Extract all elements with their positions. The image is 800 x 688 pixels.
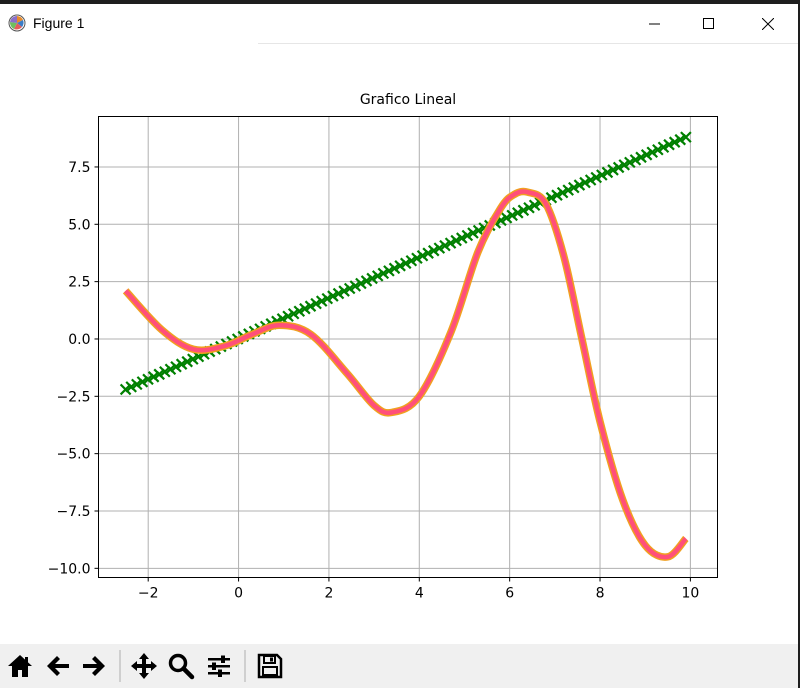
toolbar-separator xyxy=(119,650,121,682)
configure-subplots-button[interactable] xyxy=(205,649,233,683)
x-tick-label: 10 xyxy=(681,586,699,602)
x-tick-label: 6 xyxy=(505,586,514,602)
y-tick-label: −5.0 xyxy=(57,447,91,463)
window-title: Figure 1 xyxy=(33,15,85,31)
axis-ticks: −2 0 2 4 6 8 10 7.5 5.0 2.5 0.0 −2.5 −5.0 −7.5 −10.0 xyxy=(48,160,700,602)
forward-arrow-icon xyxy=(83,656,105,676)
y-tick-label: 7.5 xyxy=(68,160,90,176)
axes-frame xyxy=(98,116,718,578)
series-1-point xyxy=(680,131,692,143)
configure-subplots-icon xyxy=(208,655,230,677)
x-tick-label: 8 xyxy=(596,586,605,602)
line-chart[interactable]: Grafico Lineal −2 0 2 4 6 8 10 7.5 5.0 2.5 0.0 −2.5… xyxy=(0,44,798,644)
pan-button[interactable] xyxy=(130,649,158,683)
pan-icon xyxy=(131,653,157,679)
maximize-button[interactable] xyxy=(686,4,732,44)
save-button[interactable] xyxy=(256,649,284,683)
navigation-toolbar xyxy=(0,644,798,688)
toolbar-separator xyxy=(244,650,246,682)
close-button[interactable] xyxy=(745,4,791,44)
x-tick-label: 4 xyxy=(415,586,424,602)
minimize-button[interactable] xyxy=(632,4,678,44)
title-separator xyxy=(258,43,798,44)
matplotlib-logo-icon xyxy=(8,14,26,32)
chart-title: Grafico Lineal xyxy=(360,92,456,108)
home-button[interactable] xyxy=(6,649,34,683)
x-tick-label: −2 xyxy=(138,586,159,602)
figure-window: Figure 1 Grafico Lineal −2 0 2 4 6 8 10 7.5 5.0 2… xyxy=(0,4,798,688)
back-button[interactable] xyxy=(44,649,72,683)
title-bar[interactable]: Figure 1 xyxy=(0,4,798,44)
series-2-edge xyxy=(122,187,689,561)
y-tick-label: 5.0 xyxy=(68,217,90,233)
back-arrow-icon xyxy=(47,656,69,676)
x-tick-label: 2 xyxy=(324,586,333,602)
figure-canvas[interactable]: Grafico Lineal −2 0 2 4 6 8 10 7.5 5.0 2.5 0.0 −2.5… xyxy=(0,44,798,644)
forward-button[interactable] xyxy=(80,649,108,683)
y-tick-label: 2.5 xyxy=(68,275,90,291)
maximize-icon xyxy=(703,18,714,29)
save-icon xyxy=(257,653,283,679)
home-icon xyxy=(8,655,32,677)
y-tick-label: −10.0 xyxy=(48,561,91,577)
x-tick-label: 0 xyxy=(234,586,243,602)
minimize-icon xyxy=(649,23,660,25)
close-icon xyxy=(762,18,774,30)
series-2-line xyxy=(123,189,688,560)
plot-series xyxy=(119,131,692,561)
zoom-button[interactable] xyxy=(167,649,195,683)
y-tick-label: 0.0 xyxy=(68,332,90,348)
grid-lines xyxy=(98,116,718,578)
y-tick-label: −2.5 xyxy=(57,389,91,405)
y-tick-label: −7.5 xyxy=(57,504,91,520)
zoom-icon xyxy=(168,653,195,680)
